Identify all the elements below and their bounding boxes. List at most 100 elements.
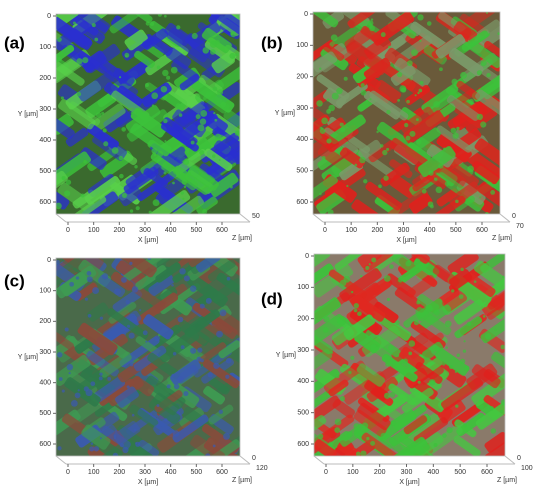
speck	[103, 141, 109, 147]
fiber	[376, 409, 417, 442]
fiber	[218, 340, 240, 359]
speck	[182, 197, 185, 200]
speck	[359, 156, 366, 164]
fiber	[130, 123, 172, 157]
speck	[149, 21, 155, 27]
speck	[455, 404, 459, 408]
speck	[389, 391, 396, 398]
x-tick-label: 200	[371, 227, 383, 234]
fiber	[343, 314, 376, 341]
speck	[173, 383, 180, 390]
fiber	[486, 297, 505, 320]
speck	[502, 275, 505, 279]
speck	[199, 303, 205, 309]
speck	[386, 297, 391, 302]
fiber	[202, 359, 240, 389]
speck	[129, 261, 133, 266]
fiber	[179, 73, 200, 91]
fiber	[394, 57, 431, 88]
speck	[418, 88, 423, 93]
speck	[119, 443, 125, 448]
fiber	[197, 342, 227, 365]
box-edge	[499, 213, 511, 223]
fiber	[204, 148, 233, 171]
speck	[360, 450, 367, 456]
fiber	[440, 377, 484, 411]
panel-label: (d)	[261, 289, 283, 308]
speck	[317, 433, 324, 440]
speck	[170, 66, 178, 74]
micrograph	[314, 254, 505, 456]
fiber	[314, 387, 336, 419]
fiber	[313, 12, 339, 28]
x-tick-label: 400	[427, 469, 439, 476]
fiber	[417, 146, 456, 178]
y-tick-label: 500	[39, 410, 51, 417]
fiber	[214, 59, 240, 92]
speck	[202, 209, 208, 214]
speck	[486, 72, 491, 78]
fiber	[334, 254, 371, 271]
y-tick-label: 200	[39, 75, 51, 82]
speck	[164, 14, 167, 18]
speck	[500, 344, 505, 350]
speck	[69, 281, 75, 287]
speck	[225, 357, 232, 364]
speck	[462, 349, 467, 353]
fiber	[209, 172, 239, 198]
speck	[360, 89, 367, 96]
fiber	[122, 439, 155, 456]
fiber	[207, 259, 236, 282]
speck	[89, 446, 95, 452]
speck	[328, 441, 334, 447]
x-tick-label: 0	[66, 469, 70, 476]
z-tick-label: 0	[252, 455, 256, 462]
fiber	[211, 52, 235, 74]
fiber	[314, 349, 333, 376]
speck	[76, 58, 83, 65]
fiber	[109, 14, 149, 34]
speck	[346, 431, 353, 438]
speck	[494, 328, 497, 332]
speck	[58, 377, 63, 381]
speck	[404, 122, 409, 128]
fiber	[114, 386, 139, 408]
speck	[438, 163, 444, 169]
speck	[151, 104, 155, 107]
fiber	[322, 43, 345, 61]
y-tick-label: 100	[297, 284, 309, 291]
speck	[459, 358, 466, 365]
speck	[458, 294, 464, 299]
fiber	[421, 83, 459, 113]
speck	[485, 12, 489, 14]
y-tick-label: 300	[39, 349, 51, 356]
speck	[319, 67, 322, 70]
fiber	[374, 393, 409, 420]
x-tick-label: 400	[165, 469, 177, 476]
z-tick-label: 70	[516, 223, 524, 230]
fiber	[475, 399, 505, 430]
fiber	[223, 109, 240, 136]
speck	[433, 309, 440, 316]
fiber	[190, 434, 226, 456]
x-tick-label: 100	[88, 227, 100, 234]
speck	[360, 274, 363, 278]
speck	[451, 289, 455, 293]
fiber	[394, 287, 427, 313]
y-tick-label: 500	[296, 168, 308, 175]
fiber	[56, 112, 75, 140]
speck	[113, 434, 117, 438]
speck	[319, 128, 326, 134]
y-tick-label: 0	[47, 257, 51, 264]
speck	[99, 372, 103, 376]
fiber	[56, 45, 75, 71]
speck	[56, 259, 60, 265]
fiber	[453, 435, 481, 456]
speck	[156, 404, 160, 407]
speck	[369, 98, 372, 101]
speck	[160, 85, 168, 93]
speck	[94, 37, 99, 42]
speck	[153, 153, 157, 157]
speck	[151, 92, 159, 100]
fiber	[155, 262, 181, 283]
